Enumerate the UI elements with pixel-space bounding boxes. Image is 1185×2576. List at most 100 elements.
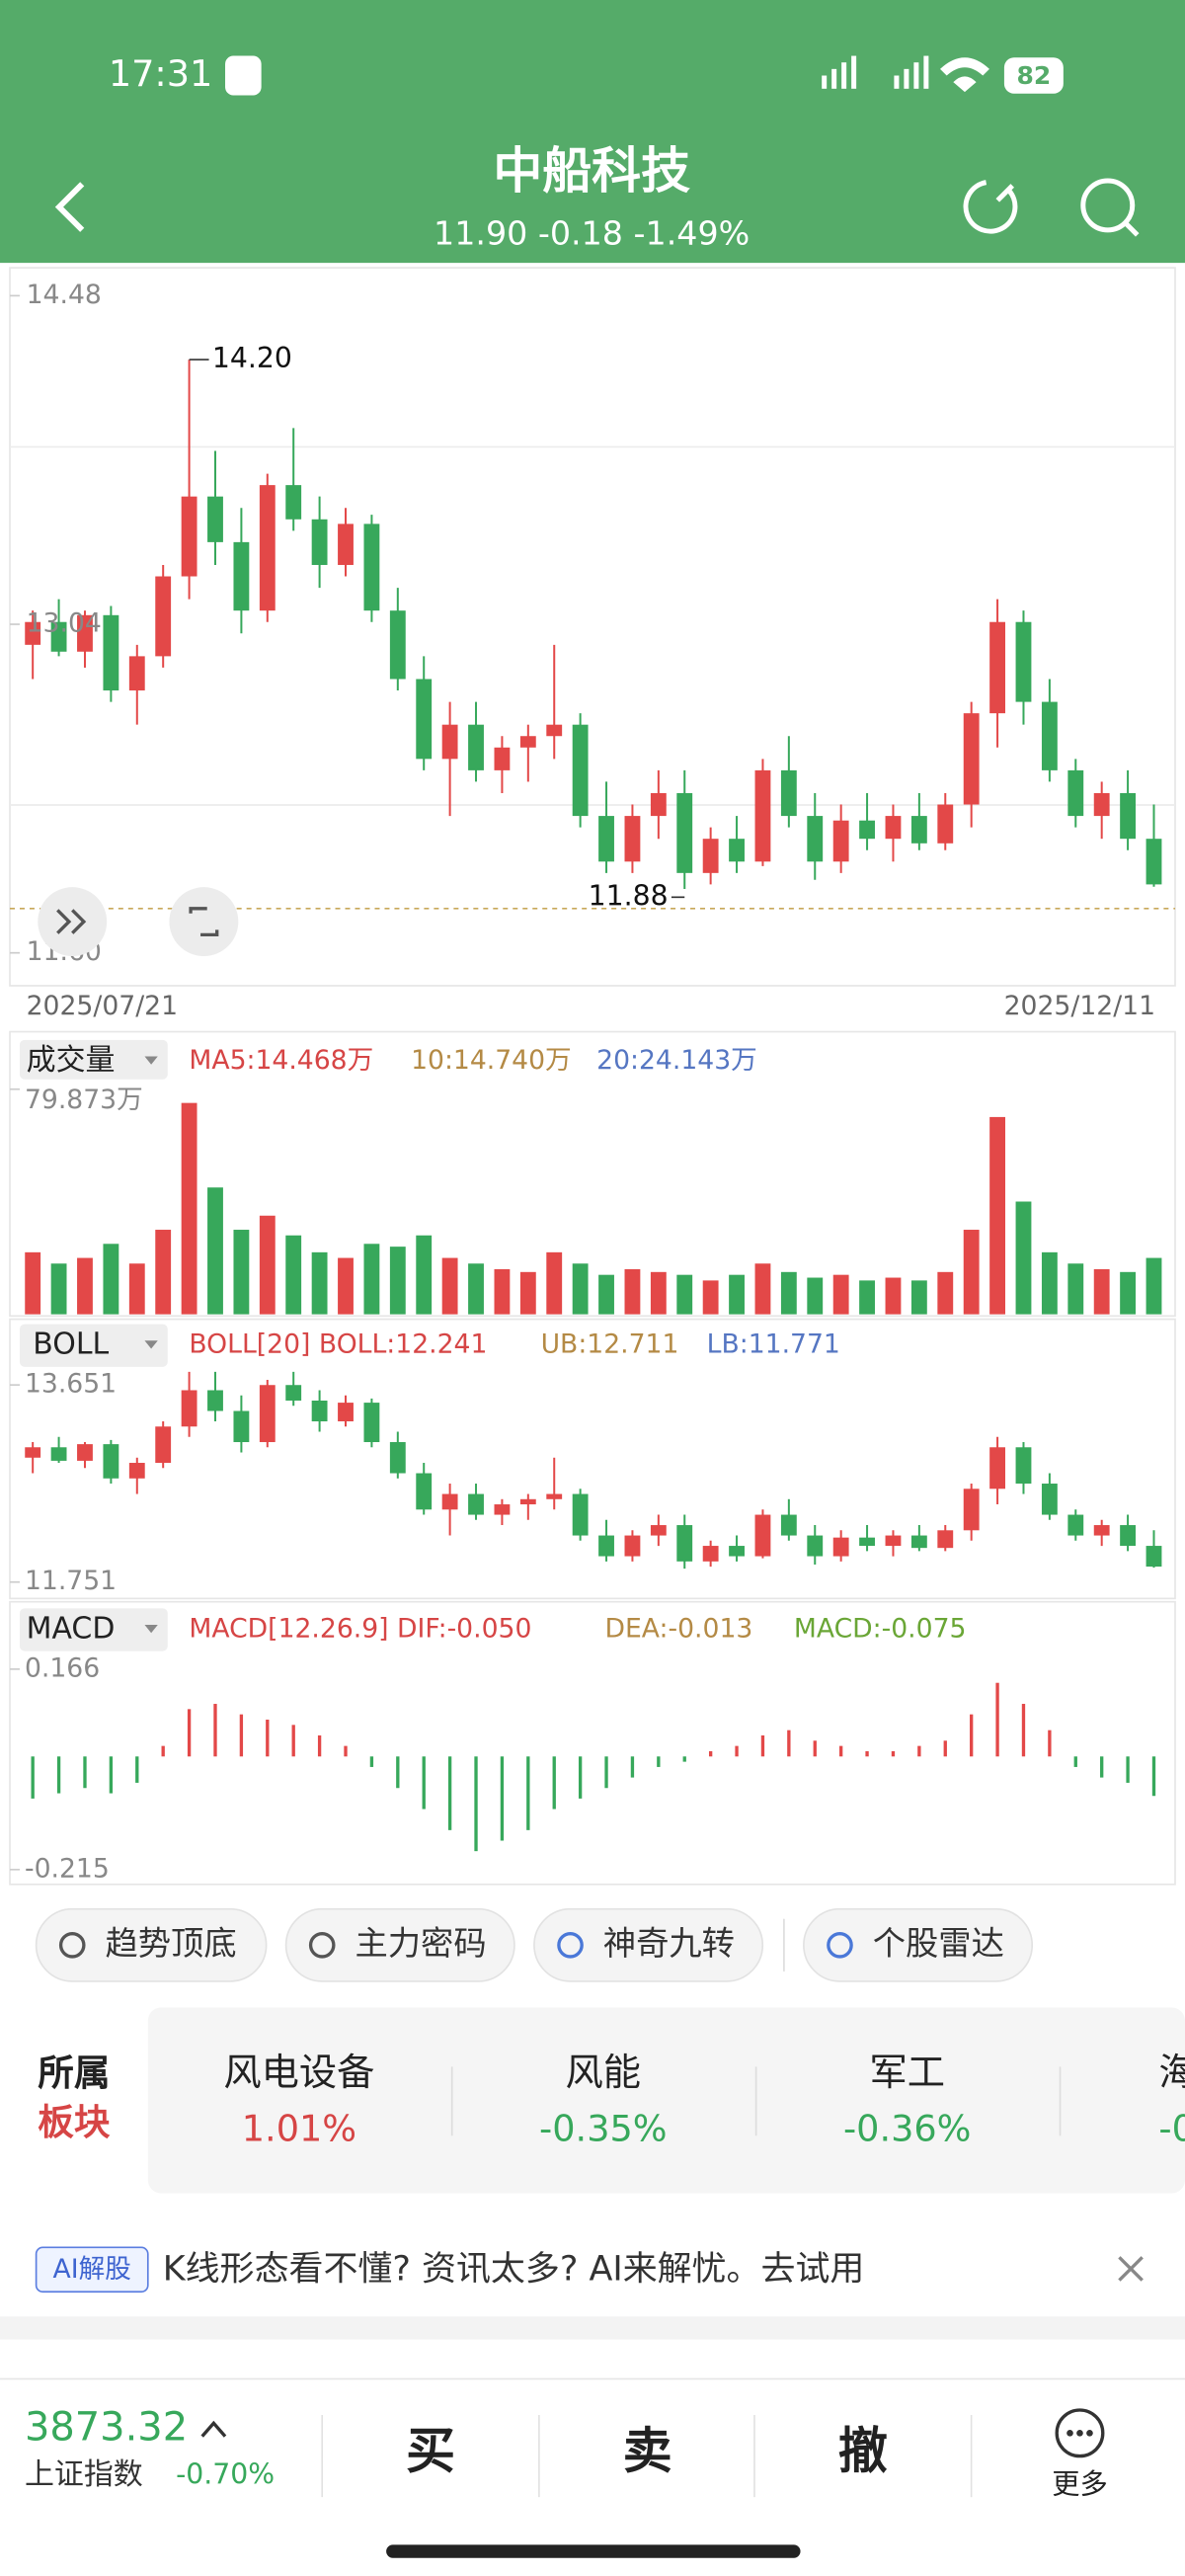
index-change: -0.70% [176,2458,275,2491]
candle-body [285,485,302,520]
candle-body [989,621,1005,714]
candle-body [1146,1546,1162,1568]
volume-bar [832,1274,849,1315]
volume-bar [780,1271,797,1315]
price-frame [9,267,1176,987]
macd-bar [1048,1730,1052,1757]
volume-bar [937,1271,954,1315]
price-tick-label: 14.48 [27,280,102,310]
volume-bar [1041,1251,1058,1315]
candle-body [572,1493,589,1536]
sector-name[interactable]: 军工 [869,2051,945,2095]
volume-bar [285,1235,302,1315]
header-bg [0,0,1185,264]
action-button[interactable]: 更多 [1052,2468,1108,2501]
candle-body [650,1525,667,1536]
candle-body [624,1535,641,1557]
expand-button[interactable] [38,887,108,957]
candle-body [910,816,927,844]
macd-bar [943,1740,947,1757]
fullscreen-button[interactable] [169,887,239,957]
refresh-button[interactable] [963,180,1018,234]
volume-bar [233,1230,250,1315]
ai-close[interactable] [1118,2256,1144,2282]
macd-bar [1021,1704,1026,1757]
boll-selector[interactable] [19,1324,168,1367]
candle-body [598,816,614,862]
tool-button[interactable] [533,1907,764,1982]
volume-legend: MA5:14.468万 [189,1045,373,1076]
macd-bar [630,1756,635,1778]
candle-body [338,523,354,565]
boll-legend: BOLL[20] BOLL:12.241 [189,1329,487,1360]
macd-bar [682,1756,686,1762]
macd-bar [135,1756,139,1783]
candle-body [910,1535,927,1549]
ai-banner[interactable] [0,2201,1185,2317]
tool-button[interactable] [284,1907,515,1982]
sector-list: 风电设备 1.01% 风能 -0.35% 军工 -0.36% 海工 -0 [223,2051,1185,2150]
candle-body [963,1489,980,1531]
candle-body [338,1403,354,1422]
candle-body [807,1535,824,1557]
tool-icon [827,1932,853,1959]
candle-body [676,792,693,873]
battery [1003,57,1064,94]
candle-body [233,1410,250,1443]
volume-bar [519,1271,536,1315]
macd-tick-label: -0.215 [25,1853,110,1884]
dropdown-arrow [144,1340,158,1349]
candle-body [859,820,875,840]
volume-bar [624,1268,641,1315]
candle-body [1015,1447,1032,1485]
volume-bar [1067,1263,1084,1315]
candle-body [1120,792,1137,840]
volume-frame [9,1030,1176,1318]
candle-body [494,747,511,770]
volume-selector[interactable] [19,1039,168,1080]
volume-bar [598,1274,614,1315]
candle-body [676,1525,693,1562]
signal-icons [822,55,989,93]
search-button[interactable] [1080,178,1140,237]
candle-body [259,1385,276,1443]
volume-bar [546,1251,563,1315]
macd-bar [760,1734,765,1757]
tool-icon [58,1932,86,1959]
candle-body [128,1463,145,1479]
sector-name[interactable]: 风能 [566,2051,642,2095]
sector-name[interactable]: 风电设备 [223,2051,374,2095]
macd-bar [1100,1756,1104,1778]
sector-name[interactable]: 海工 [1158,2051,1185,2095]
volume-chart: 79.873万 [9,1085,1162,1315]
boll-chart [25,1371,1162,1570]
dropdown-arrow [144,1056,158,1065]
ai-badge: AI解股 [53,2254,131,2285]
volume-bar [363,1244,380,1315]
tool-button[interactable] [35,1907,268,1982]
candle-body [832,1537,849,1557]
candle-body [729,1546,745,1557]
action-button[interactable]: 卖 [623,2422,672,2479]
volume-bar [311,1251,328,1315]
action-button[interactable]: 撤 [838,2422,888,2479]
candle-body [207,496,223,542]
candle-body [285,1385,302,1401]
macd-tick-label: 0.166 [25,1652,100,1683]
back-button[interactable] [54,182,85,232]
candle-body [259,485,276,611]
volume-bar [859,1280,875,1315]
macd-bar [447,1756,452,1830]
macd-frame [9,1600,1176,1886]
volume-legend: 10:14.740万 [411,1045,572,1076]
candle-body [519,736,536,748]
candle-body [729,839,745,862]
macd-selector[interactable] [19,1608,168,1651]
tool-button[interactable] [803,1907,1034,1982]
action-button[interactable]: 买 [406,2422,455,2479]
macd-chart: 0.166 -0.215 [9,1652,1156,1884]
more-dots [1066,2429,1093,2437]
macd-bar [109,1756,114,1794]
candle-body [233,541,250,611]
macd-bar [369,1756,374,1767]
